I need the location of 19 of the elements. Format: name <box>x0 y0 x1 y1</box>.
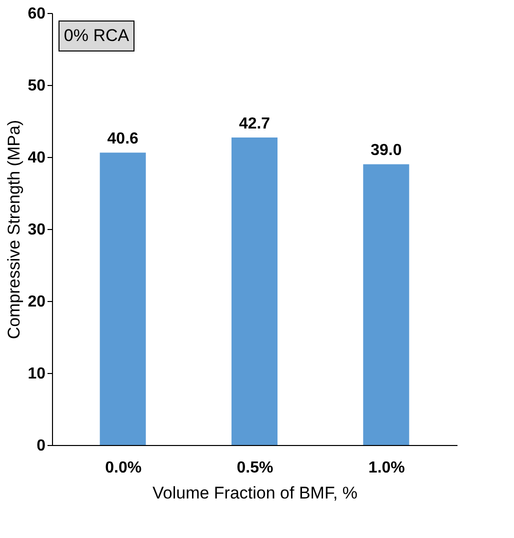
data-label: 40.6 <box>107 130 139 148</box>
x-tick-label: 0.5% <box>236 460 274 476</box>
bar <box>232 138 278 445</box>
y-tick-label: 20 <box>28 294 46 310</box>
data-label: 42.7 <box>238 116 270 133</box>
y-tick-label: 50 <box>28 78 46 94</box>
y-tick-label: 10 <box>28 366 46 382</box>
y-tick-label: 30 <box>28 222 46 238</box>
data-label: 39.0 <box>370 142 402 160</box>
y-tick-label: 0 <box>36 438 46 454</box>
x-axis-title: Volume Fraction of BMF, % <box>152 484 358 502</box>
x-tick-label: 0.0% <box>105 460 142 476</box>
bar <box>100 152 146 445</box>
annotation: 0% RCA <box>64 26 130 45</box>
bar <box>363 164 410 445</box>
y-tick-label: 60 <box>28 6 46 22</box>
x-tick-label: 1.0% <box>368 460 405 476</box>
y-axis-title: Compressive Strength (MPa) <box>4 120 24 340</box>
y-tick-label: 40 <box>28 150 46 166</box>
